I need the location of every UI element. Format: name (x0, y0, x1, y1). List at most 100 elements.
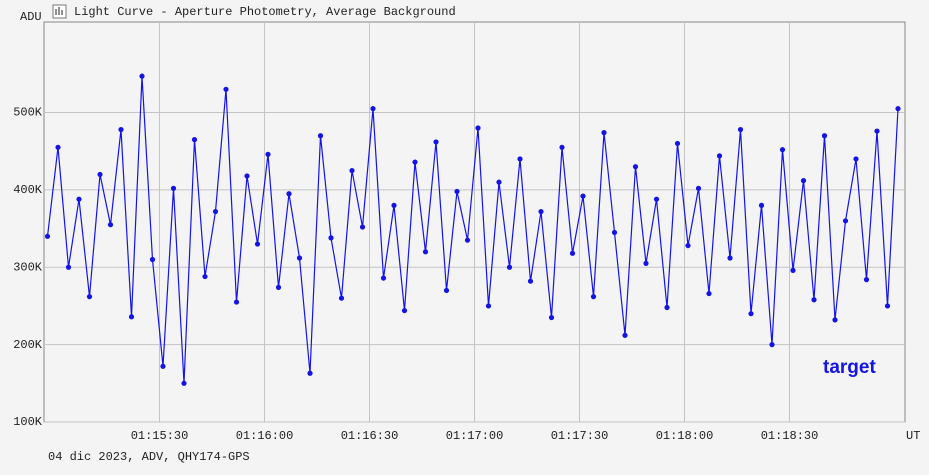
data-point (370, 106, 376, 112)
data-point (338, 295, 345, 301)
data-point (601, 130, 607, 136)
data-point (737, 126, 744, 133)
data-point (580, 193, 586, 199)
data-point (265, 151, 271, 157)
data-point (874, 128, 880, 134)
data-point (895, 106, 901, 112)
data-point (559, 144, 565, 150)
data-point (653, 196, 660, 202)
data-point (632, 164, 639, 170)
data-point (212, 208, 219, 215)
data-point (181, 380, 187, 386)
x-tick-label: 01:18:30 (761, 429, 819, 443)
data-point (244, 173, 250, 179)
data-point (727, 255, 733, 261)
x-tick-label: 01:17:30 (551, 429, 609, 443)
data-point (55, 144, 61, 150)
data-point (569, 250, 576, 256)
y-tick-label: 200K (13, 338, 43, 352)
x-tick-label: 01:16:00 (236, 429, 294, 443)
data-point (674, 140, 681, 147)
y-tick-label: 500K (13, 106, 43, 120)
data-point (170, 185, 177, 191)
data-point (716, 153, 723, 159)
data-point (223, 86, 229, 92)
data-point (76, 196, 82, 202)
data-point (800, 178, 807, 184)
series-line (46, 76, 899, 384)
data-point (464, 237, 471, 243)
x-tick-label: 01:15:30 (131, 429, 189, 443)
data-point (695, 185, 702, 191)
chart-title: Light Curve - Aperture Photometry, Avera… (74, 5, 456, 19)
data-point (317, 133, 324, 139)
data-point (391, 202, 397, 208)
data-point (422, 249, 429, 255)
data-point (821, 133, 828, 139)
data-point (65, 264, 72, 270)
data-point (685, 242, 691, 249)
data-point (475, 125, 481, 131)
data-point (139, 73, 145, 79)
data-point (517, 156, 523, 162)
data-point (128, 314, 135, 320)
data-point (44, 233, 51, 239)
y-tick-label: 300K (13, 260, 43, 274)
data-point (790, 267, 796, 273)
data-point (433, 139, 439, 145)
x-tick-label: 01:18:00 (656, 429, 714, 443)
data-point (233, 299, 240, 305)
title-icon-glyph (55, 7, 63, 15)
data-point (590, 294, 597, 300)
data-point (527, 278, 534, 284)
data-point (779, 147, 786, 153)
data-point (286, 191, 292, 197)
data-point (328, 235, 334, 241)
data-point (401, 307, 408, 314)
data-point (359, 224, 366, 230)
data-point (706, 290, 712, 297)
data-point (769, 342, 775, 348)
data-point (506, 264, 513, 270)
data-point (443, 287, 450, 294)
data-point (202, 273, 208, 280)
data-point (832, 317, 838, 323)
data-point (107, 222, 114, 228)
data-point (485, 303, 492, 309)
data-point (611, 229, 618, 236)
x-axis-label: UT (906, 429, 920, 443)
data-point (254, 241, 261, 247)
data-point (853, 156, 859, 162)
x-tick-label: 01:17:00 (446, 429, 504, 443)
data-point (275, 284, 282, 290)
legend-entry: target (823, 357, 876, 378)
data-point (748, 311, 754, 317)
data-point (380, 275, 387, 281)
data-point (884, 303, 891, 309)
data-point (191, 137, 198, 143)
data-point (811, 297, 817, 303)
data-point (496, 179, 502, 185)
y-tick-label: 400K (13, 183, 43, 197)
footer: 04 dic 2023, ADV, QHY174-GPS (48, 450, 250, 464)
data-point (118, 126, 124, 133)
data-point (86, 294, 93, 300)
data-point (349, 167, 355, 174)
data-point (149, 256, 156, 263)
data-point (412, 159, 418, 165)
data-point (296, 255, 303, 261)
data-point (842, 218, 849, 224)
data-point (548, 314, 555, 321)
data-point (664, 304, 670, 311)
data-point (97, 171, 103, 178)
data-point (758, 202, 765, 208)
y-tick-label: 100K (13, 415, 43, 429)
data-point (622, 332, 628, 338)
data-point (643, 260, 649, 266)
data-point (863, 277, 870, 283)
data-point (454, 188, 460, 195)
data-point (538, 208, 544, 215)
x-tick-label: 01:16:30 (341, 429, 399, 443)
